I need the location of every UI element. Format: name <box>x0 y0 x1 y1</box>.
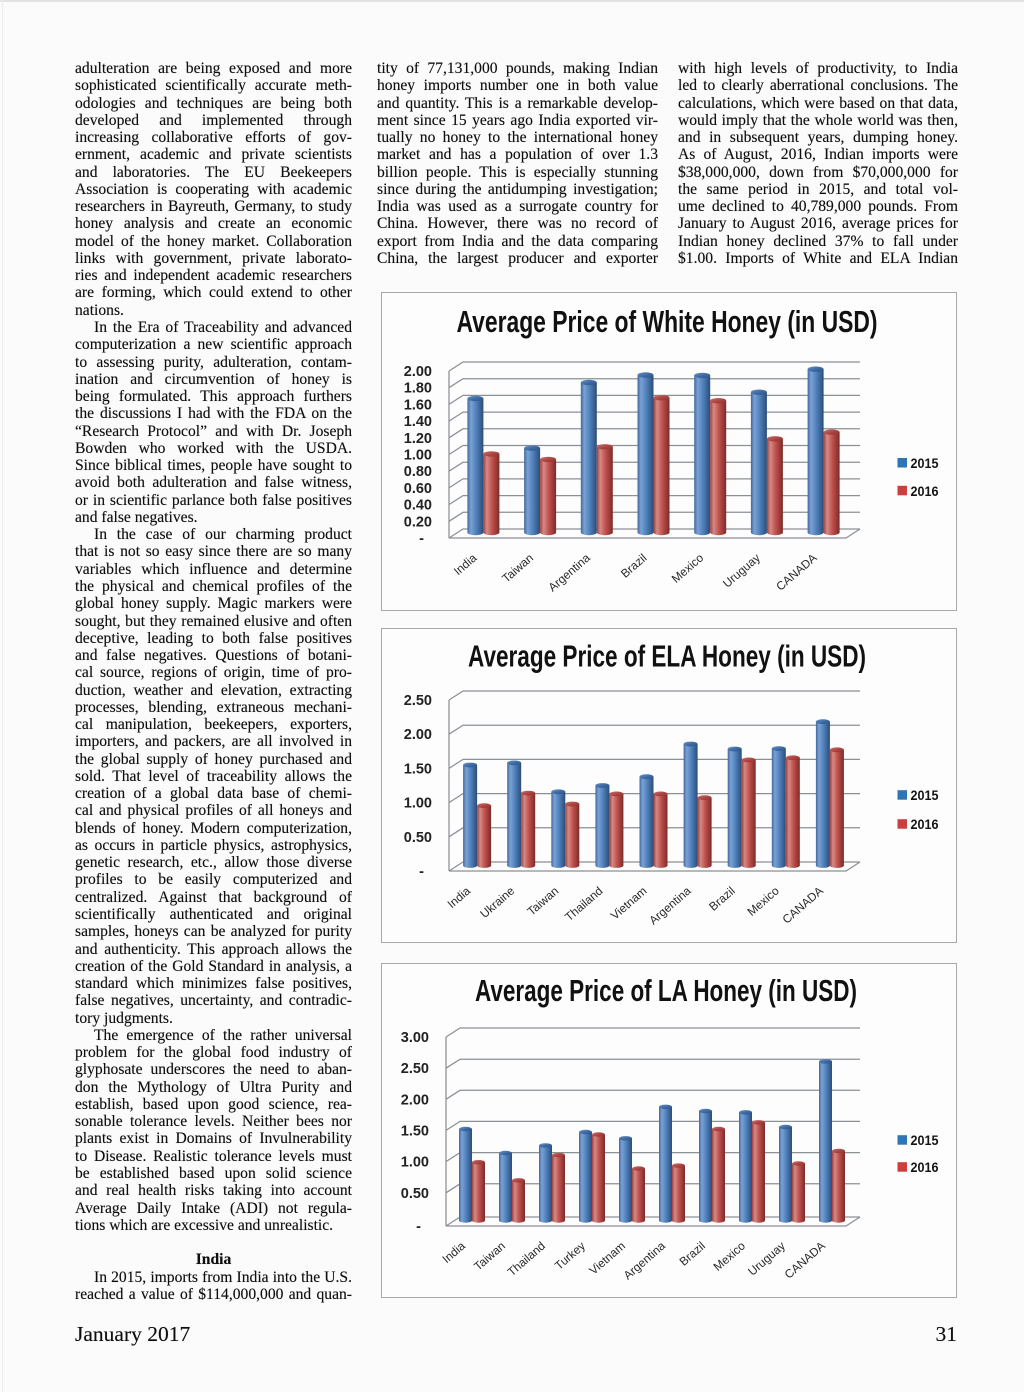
svg-text:1.80: 1.80 <box>404 381 432 397</box>
svg-text:-: - <box>419 531 424 547</box>
svg-text:Average Price of LA Honey (in: Average Price of LA Honey (in USD) <box>475 973 857 1008</box>
svg-text:1.60: 1.60 <box>404 397 432 413</box>
svg-text:1.50: 1.50 <box>404 761 432 777</box>
svg-text:2015: 2015 <box>911 787 939 803</box>
svg-text:-: - <box>416 1219 421 1235</box>
svg-text:2.00: 2.00 <box>404 727 432 743</box>
svg-text:3.00: 3.00 <box>401 1030 429 1046</box>
svg-text:0.60: 0.60 <box>404 481 432 497</box>
svg-text:2016: 2016 <box>911 816 939 832</box>
svg-text:Average Price of ELA Honey (in: Average Price of ELA Honey (in USD) <box>468 639 866 674</box>
svg-text:2.50: 2.50 <box>401 1061 429 1077</box>
svg-text:2.00: 2.00 <box>401 1092 429 1108</box>
svg-text:0.20: 0.20 <box>404 514 432 530</box>
svg-text:0.50: 0.50 <box>404 830 432 846</box>
svg-text:2016: 2016 <box>911 483 939 499</box>
svg-text:2.00: 2.00 <box>404 364 432 380</box>
svg-text:1.00: 1.00 <box>404 448 432 464</box>
svg-text:1.00: 1.00 <box>404 796 432 812</box>
svg-text:2.50: 2.50 <box>404 693 432 709</box>
svg-text:1.50: 1.50 <box>401 1123 429 1139</box>
svg-text:2015: 2015 <box>911 455 939 471</box>
svg-text:1.00: 1.00 <box>401 1155 429 1171</box>
svg-text:Average Price of White Honey (: Average Price of White Honey (in USD) <box>457 304 878 339</box>
svg-text:1.40: 1.40 <box>404 414 432 430</box>
svg-text:0.50: 0.50 <box>401 1186 429 1202</box>
svg-text:2016: 2016 <box>911 1159 939 1175</box>
svg-text:0.80: 0.80 <box>404 464 432 480</box>
svg-text:1.20: 1.20 <box>404 431 432 447</box>
svg-text:0.40: 0.40 <box>404 498 432 514</box>
svg-text:2015: 2015 <box>911 1132 939 1148</box>
svg-text:-: - <box>419 864 424 880</box>
